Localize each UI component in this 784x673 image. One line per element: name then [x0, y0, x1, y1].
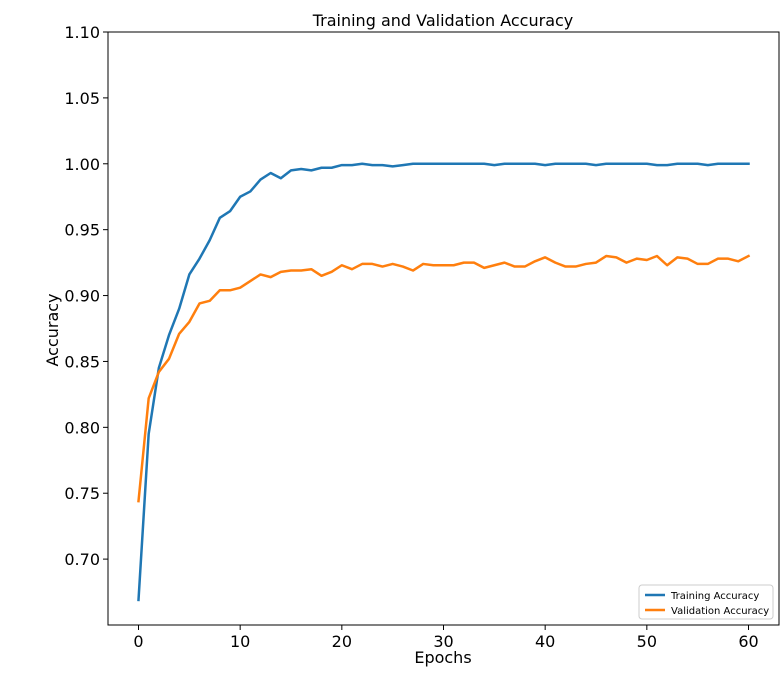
series-line-validation-accuracy	[137, 254, 751, 503]
y-tick-label: 0.85	[64, 352, 100, 371]
y-tick-label: 1.00	[64, 155, 100, 174]
x-tick-label: 10	[230, 632, 250, 651]
y-tick-label: 0.95	[64, 221, 100, 240]
axes-layer: 0 10 20 30 40 50 60 0.70 0.75 0.80 0.85 0.90 0.95 1.0…	[64, 23, 780, 651]
x-axis-label: Epochs	[414, 648, 471, 667]
legend-entry-label: Validation Accuracy	[671, 606, 769, 617]
x-tick-label: 60	[738, 632, 758, 651]
x-tick-label: 20	[332, 632, 352, 651]
y-axis-label: Accuracy	[43, 293, 62, 366]
legend: Training Accuracy Validation Accuracy	[638, 584, 774, 620]
y-tick-label: 1.10	[64, 23, 100, 42]
y-tick-label: 1.05	[64, 89, 100, 108]
x-tick-label: 40	[535, 632, 555, 651]
x-tick-label: 0	[133, 632, 143, 651]
series-line-training-accuracy	[137, 162, 750, 602]
y-tick-label: 0.80	[64, 418, 100, 437]
x-tick-label: 50	[637, 632, 657, 651]
y-tick-label: 0.90	[64, 287, 100, 306]
series-layer	[137, 162, 751, 602]
x-tick-label: 30	[433, 632, 453, 651]
chart-title: Training and Validation Accuracy	[312, 11, 574, 30]
legend-entry-label: Training Accuracy	[670, 591, 759, 602]
y-tick-label: 0.70	[64, 550, 100, 569]
legend-box	[638, 584, 774, 620]
y-tick-label: 0.75	[64, 484, 100, 503]
